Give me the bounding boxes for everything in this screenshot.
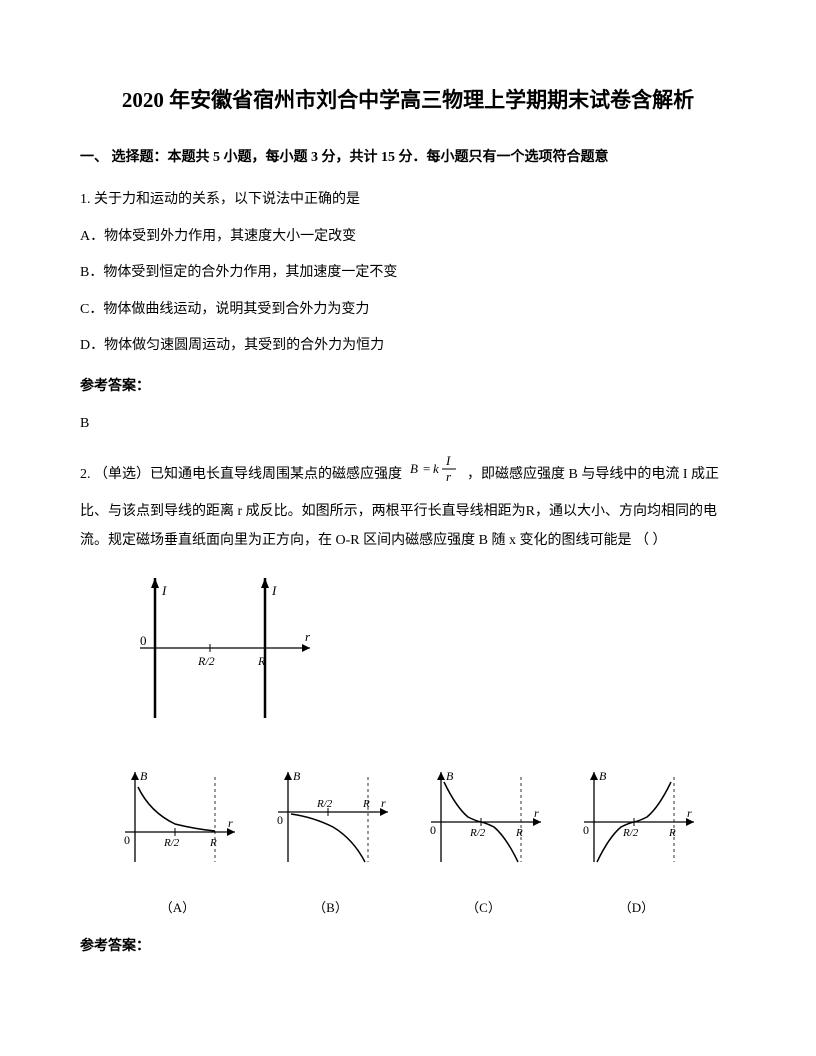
svg-text:=: =: [423, 461, 430, 476]
svg-text:R: R: [668, 827, 676, 839]
q1-optB: B．物体受到恒定的合外力作用，其加速度一定不变: [80, 260, 736, 287]
svg-text:0: 0: [277, 813, 283, 827]
svg-text:I: I: [445, 453, 451, 468]
q2-prefix: 2. （单选）已知通电长直导线周围某点的磁感应强度: [80, 467, 402, 482]
svg-text:0: 0: [124, 833, 130, 847]
choice-C: B r 0 R/2 R （C）: [416, 762, 551, 920]
I-label-left: I: [161, 583, 167, 598]
q2-formula: B = k I r: [406, 453, 464, 496]
svg-text:B: B: [140, 769, 148, 783]
page-title: 2020 年安徽省宿州市刘合中学高三物理上学期期末试卷含解析: [80, 85, 736, 117]
section-heading: 一、 选择题：本题共 5 小题，每小题 3 分，共计 15 分．每小题只有一个选…: [80, 145, 736, 172]
choice-C-label: （C）: [416, 896, 551, 921]
choice-D: B r 0 R/2 R （D）: [569, 762, 704, 920]
choice-A-label: （A）: [110, 896, 245, 921]
zero-label: 0: [140, 633, 147, 648]
svg-text:0: 0: [583, 823, 589, 837]
svg-text:r: r: [687, 806, 692, 820]
q1-answer-label: 参考答案：: [80, 374, 736, 401]
choice-B: B r 0 R/2 R （B）: [263, 762, 398, 920]
svg-text:R: R: [515, 827, 523, 839]
q1-optD: D．物体做匀速圆周运动，其受到的合外力为恒力: [80, 333, 736, 360]
choice-B-label: （B）: [263, 896, 398, 921]
svg-text:B: B: [293, 769, 301, 783]
q1-optC: C．物体做曲线运动，说明其受到合外力为变力: [80, 297, 736, 324]
svg-text:r: r: [446, 469, 452, 484]
choice-D-label: （D）: [569, 896, 704, 921]
svg-text:B: B: [599, 769, 607, 783]
q1-answer: B: [80, 411, 736, 438]
choice-A: B r 0 R/2 R （A）: [110, 762, 245, 920]
svg-text:R/2: R/2: [622, 827, 639, 839]
svg-text:r: r: [228, 816, 233, 830]
q1-text: 1. 关于力和运动的关系，以下说法中正确的是: [80, 187, 736, 214]
svg-text:R/2: R/2: [163, 837, 180, 849]
q2-text: 2. （单选）已知通电长直导线周围某点的磁感应强度 B = k I r ，即磁感…: [80, 453, 736, 555]
svg-text:B: B: [446, 769, 454, 783]
svg-text:0: 0: [430, 823, 436, 837]
tick-r2: R/2: [197, 654, 215, 668]
tick-r: R: [257, 654, 266, 668]
svg-text:r: r: [381, 796, 386, 810]
svg-text:R: R: [362, 798, 370, 810]
svg-text:B: B: [410, 461, 418, 476]
I-label-right: I: [271, 583, 277, 598]
svg-text:R/2: R/2: [469, 827, 486, 839]
r-label: r: [305, 629, 311, 644]
setup-diagram: I I r 0 R/2 R: [110, 573, 736, 734]
svg-text:R: R: [209, 837, 217, 849]
svg-text:r: r: [534, 806, 539, 820]
choice-row: B r 0 R/2 R （A） B r 0 R/2 R: [110, 762, 736, 920]
svg-text:R/2: R/2: [316, 798, 333, 810]
svg-text:k: k: [433, 461, 439, 476]
q1-optA: A．物体受到外力作用，其速度大小一定改变: [80, 224, 736, 251]
q2-answer-label: 参考答案：: [80, 934, 736, 961]
